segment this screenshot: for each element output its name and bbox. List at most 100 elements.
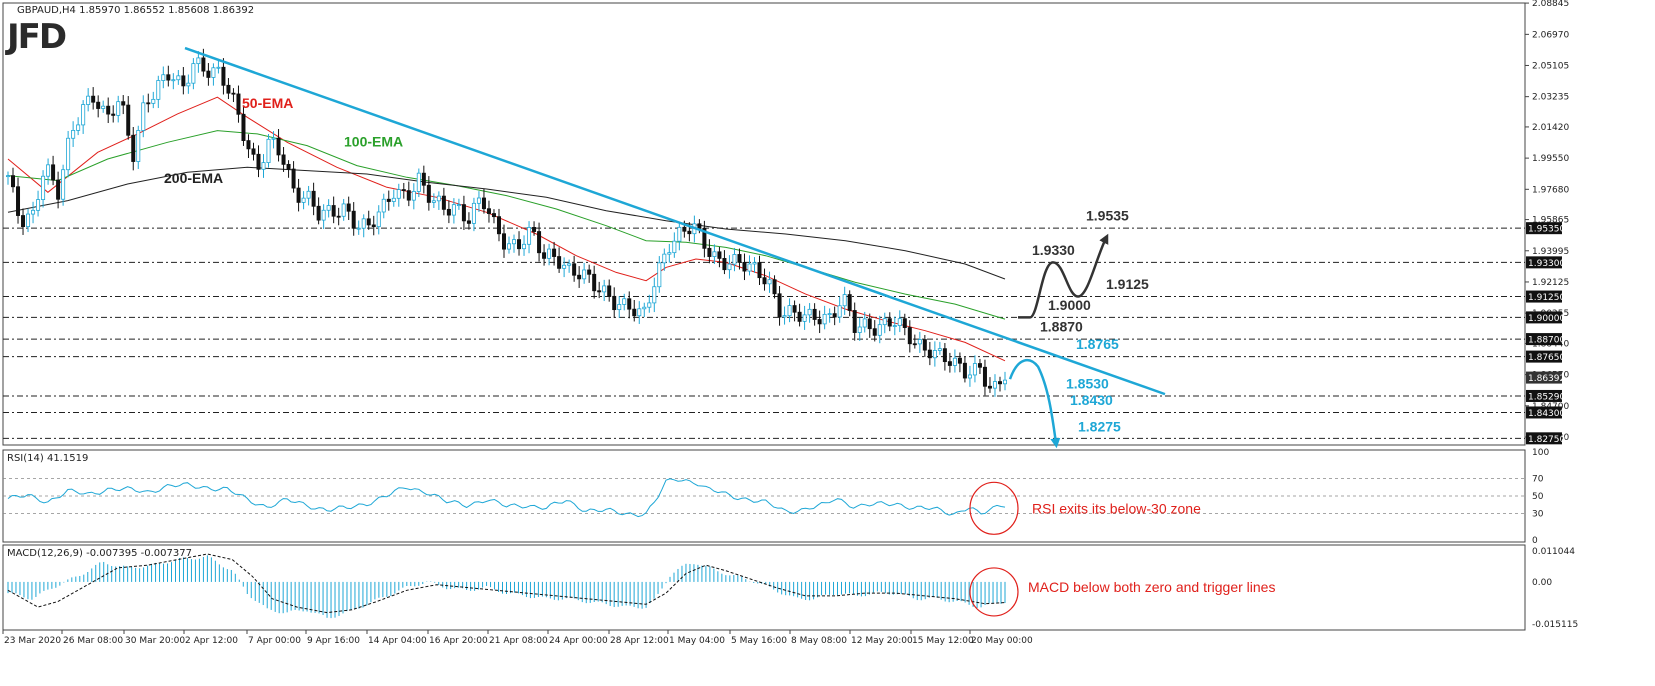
candle-body bbox=[712, 251, 717, 257]
candle-body bbox=[281, 154, 286, 165]
candle-body bbox=[326, 205, 331, 211]
candle-body bbox=[607, 285, 612, 297]
level-label: 1.8275 bbox=[1078, 419, 1121, 435]
candle-body bbox=[772, 279, 777, 295]
candle-body bbox=[301, 197, 306, 203]
level-price-box bbox=[1526, 389, 1562, 402]
candle-body bbox=[877, 324, 882, 336]
x-tick-label: 1 May 04:00 bbox=[669, 636, 725, 646]
candle-body bbox=[221, 66, 226, 86]
candle-body bbox=[286, 163, 291, 170]
candle-body bbox=[481, 197, 486, 210]
y-tick-label: 1.93995 bbox=[1532, 247, 1569, 257]
level-label: 1.9330 bbox=[1032, 242, 1075, 258]
candle-body bbox=[702, 228, 707, 249]
candle-body bbox=[346, 203, 351, 212]
x-tick-label: 24 Apr 00:00 bbox=[549, 636, 608, 646]
candle-body bbox=[126, 104, 131, 136]
candle-body bbox=[827, 313, 832, 316]
candle-body bbox=[436, 195, 441, 202]
candle-body bbox=[276, 137, 281, 156]
candle-body bbox=[396, 189, 401, 199]
candle-body bbox=[241, 113, 246, 142]
candle-body bbox=[16, 186, 21, 216]
x-tick-label: 12 May 20:00 bbox=[851, 636, 913, 646]
candle-body bbox=[542, 252, 547, 259]
jfd-logo: JFD bbox=[5, 17, 66, 57]
candle-body bbox=[822, 313, 827, 325]
macd-title: MACD(12,26,9) -0.007395 -0.007377 bbox=[7, 548, 192, 559]
candle-body bbox=[737, 254, 742, 263]
rsi-tick-label: 30 bbox=[1532, 510, 1544, 520]
candle-body bbox=[231, 92, 236, 95]
rsi-highlight-circle bbox=[969, 481, 1019, 535]
macd-panel bbox=[2, 544, 1526, 631]
candle-body bbox=[932, 350, 937, 359]
candle-body bbox=[306, 190, 311, 199]
candle-body bbox=[842, 294, 847, 307]
macd-tick-label: -0.015115 bbox=[1532, 620, 1578, 630]
candle-body bbox=[602, 285, 607, 293]
candle-body bbox=[311, 190, 316, 207]
candle-body bbox=[146, 102, 151, 105]
candle-body bbox=[211, 67, 216, 78]
candle-body bbox=[612, 295, 617, 311]
candle-body bbox=[912, 343, 917, 346]
candle-body bbox=[562, 264, 567, 269]
x-tick-label: 21 Apr 08:00 bbox=[489, 636, 548, 646]
candle-body bbox=[862, 318, 867, 328]
candle-body bbox=[557, 256, 562, 269]
candle-body bbox=[416, 172, 421, 192]
candle-body bbox=[21, 215, 26, 228]
candle-body bbox=[36, 199, 41, 211]
candle-body bbox=[677, 226, 682, 242]
main-panel bbox=[2, 2, 1526, 446]
candle-body bbox=[266, 138, 271, 164]
rsi-line bbox=[7, 478, 1006, 518]
candle-body bbox=[261, 162, 266, 170]
candle-body bbox=[201, 57, 206, 72]
candle-body bbox=[902, 318, 907, 328]
candle-body bbox=[501, 233, 506, 250]
candle-body bbox=[86, 95, 91, 105]
candle-body bbox=[847, 294, 852, 311]
candle-body bbox=[732, 254, 737, 265]
candle-body bbox=[647, 302, 652, 308]
candle-body bbox=[361, 218, 366, 229]
candle-body bbox=[46, 164, 51, 177]
candle-body bbox=[537, 231, 542, 254]
candle-body bbox=[291, 168, 296, 189]
y-tick-label: 1.99550 bbox=[1532, 154, 1569, 164]
candle-body bbox=[66, 137, 71, 171]
candle-body bbox=[937, 348, 942, 351]
rsi-title: RSI(14) 41.1519 bbox=[7, 453, 88, 464]
level-label: 1.8870 bbox=[1040, 319, 1083, 335]
candle-body bbox=[136, 130, 141, 162]
candle-body bbox=[907, 327, 912, 345]
candle-body bbox=[166, 74, 171, 81]
candle-body bbox=[532, 227, 537, 232]
level-price-box bbox=[1526, 290, 1562, 303]
candle-body bbox=[507, 243, 512, 250]
level-price-box-text: 1.84300 bbox=[1528, 409, 1565, 419]
candle-body bbox=[246, 140, 251, 150]
candle-body bbox=[376, 211, 381, 228]
candle-body bbox=[81, 104, 86, 126]
candle-body bbox=[872, 328, 877, 336]
candle-body bbox=[817, 319, 822, 325]
candle-body bbox=[336, 215, 341, 218]
candle-body bbox=[41, 175, 46, 200]
ema-label: 50-EMA bbox=[242, 95, 293, 111]
candle-body bbox=[962, 362, 967, 379]
candle-body bbox=[401, 189, 406, 192]
candle-body bbox=[191, 63, 196, 84]
candle-body bbox=[527, 227, 532, 245]
candle-body bbox=[321, 209, 326, 221]
candle-body bbox=[131, 134, 136, 162]
candle-body bbox=[832, 313, 837, 318]
candle-body bbox=[582, 269, 587, 280]
candle-body bbox=[642, 306, 647, 310]
candle-body bbox=[837, 305, 842, 318]
candle-body bbox=[171, 79, 176, 82]
